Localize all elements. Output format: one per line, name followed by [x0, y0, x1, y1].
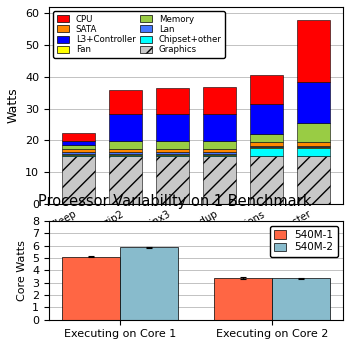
Bar: [250, 142, 283, 146]
Bar: [109, 114, 142, 141]
Bar: [109, 155, 142, 156]
Bar: [109, 156, 142, 204]
Bar: [203, 152, 236, 154]
Bar: [250, 146, 283, 147]
Bar: [250, 75, 283, 104]
Bar: [62, 154, 95, 155]
Bar: [297, 156, 330, 204]
Y-axis label: Watts: Watts: [7, 88, 20, 123]
Bar: [250, 156, 283, 204]
Bar: [62, 146, 95, 149]
Bar: [109, 90, 142, 114]
Bar: [120, 248, 178, 320]
Bar: [297, 19, 330, 82]
Bar: [250, 134, 283, 142]
Bar: [156, 155, 189, 156]
Bar: [109, 141, 142, 149]
Bar: [156, 154, 189, 155]
Bar: [62, 152, 95, 154]
Bar: [297, 146, 330, 147]
Bar: [109, 149, 142, 152]
Bar: [109, 154, 142, 155]
Legend: 540M-1, 540M-2: 540M-1, 540M-2: [270, 226, 338, 257]
Bar: [250, 147, 283, 148]
Bar: [62, 257, 120, 320]
Bar: [203, 156, 236, 204]
Bar: [203, 114, 236, 141]
Bar: [156, 114, 189, 141]
Bar: [62, 133, 95, 141]
Bar: [62, 149, 95, 152]
Bar: [62, 156, 95, 204]
Bar: [203, 155, 236, 156]
Bar: [156, 149, 189, 152]
Bar: [156, 88, 189, 114]
Text: Processor Variability on 1 Benchmark: Processor Variability on 1 Benchmark: [38, 194, 312, 209]
Bar: [156, 156, 189, 204]
Bar: [203, 141, 236, 149]
Bar: [214, 278, 272, 320]
Bar: [156, 141, 189, 149]
Bar: [272, 278, 330, 320]
Bar: [62, 155, 95, 156]
Bar: [297, 142, 330, 146]
Bar: [62, 141, 95, 146]
Bar: [297, 82, 330, 123]
Bar: [203, 149, 236, 152]
Bar: [250, 148, 283, 156]
Legend: CPU, SATA, L3+Controller, Fan, Memory, Lan, Chipset+other, Graphics: CPU, SATA, L3+Controller, Fan, Memory, L…: [53, 11, 225, 58]
Y-axis label: Core Watts: Core Watts: [16, 240, 27, 301]
Bar: [297, 123, 330, 142]
Bar: [203, 154, 236, 155]
Bar: [203, 87, 236, 114]
Bar: [297, 148, 330, 156]
Bar: [156, 152, 189, 154]
Bar: [109, 152, 142, 154]
Bar: [297, 147, 330, 148]
Bar: [250, 104, 283, 134]
